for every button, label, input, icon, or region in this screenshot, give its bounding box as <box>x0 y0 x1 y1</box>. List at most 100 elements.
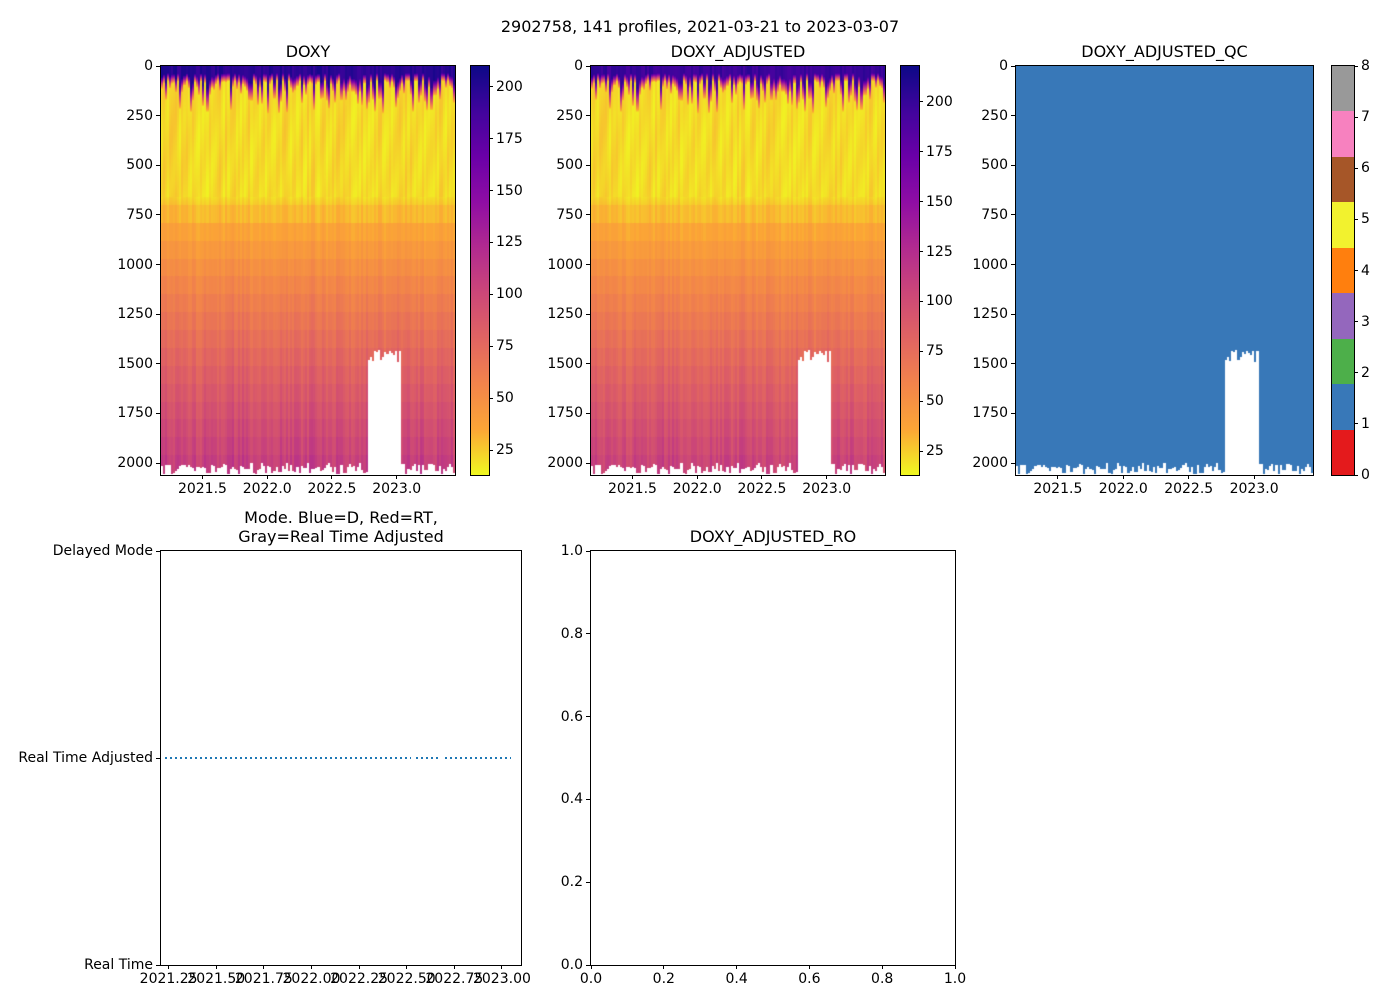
tick-mark <box>586 214 590 216</box>
tick-label: 1.0 <box>943 971 967 987</box>
tick-mark <box>453 965 455 969</box>
tick-label: 0.8 <box>560 625 583 642</box>
tick-label: 75 <box>496 338 514 355</box>
tick-mark <box>1354 116 1358 118</box>
tick-label: 2022.25 <box>330 971 389 987</box>
doxy-heatmap <box>161 66 455 475</box>
tick-label: 0.2 <box>652 971 675 987</box>
qc-colorbar-segment <box>1332 111 1354 157</box>
tick-mark <box>919 251 923 253</box>
mode-line-segment <box>416 757 440 759</box>
tick-mark <box>1354 423 1358 425</box>
tick-label: 2023.0 <box>372 481 422 497</box>
tick-label: 2022.0 <box>672 481 722 497</box>
tick-mark <box>881 965 883 969</box>
tick-mark <box>489 241 493 243</box>
tick-mark <box>156 115 160 117</box>
tick-mark <box>586 964 590 966</box>
tick-mark <box>266 475 268 479</box>
tick-mark <box>489 86 493 88</box>
panel-mode: Mode. Blue=D, Red=RT, Gray=Real Time Adj… <box>18 508 531 987</box>
tick-mark <box>1011 214 1015 216</box>
tick-mark <box>1011 115 1015 117</box>
tick-mark <box>1354 372 1358 374</box>
tick-mark <box>156 65 160 67</box>
tick-mark <box>201 475 203 479</box>
tick-label: 2022.00 <box>282 971 341 987</box>
tick-label: 250 <box>556 107 583 124</box>
tick-mark <box>1354 270 1358 271</box>
tick-label: 2021.75 <box>234 971 293 987</box>
qc-colorbar: 0 1 2 3 4 5 6 7 8 <box>1331 58 1370 483</box>
tick-mark <box>808 965 810 969</box>
tick-mark <box>156 757 160 759</box>
tick-label: 6 <box>1361 160 1370 177</box>
tick-label: 0.0 <box>560 957 583 973</box>
tick-label: 2023.00 <box>472 971 531 987</box>
tick-label: 1750 <box>972 405 1008 422</box>
tick-mark <box>631 475 633 479</box>
tick-label: 2021.25 <box>139 971 198 987</box>
tick-mark <box>156 164 160 166</box>
tick-mark <box>1354 321 1358 323</box>
tick-label: 0 <box>999 58 1008 74</box>
tick-label: 1000 <box>972 256 1008 273</box>
tick-mark <box>263 965 265 969</box>
tick-label: 1250 <box>547 306 583 323</box>
tick-mark <box>826 475 828 479</box>
tick-mark <box>919 450 923 452</box>
doxy-colorbar: 25 50 75 100 125 150 175 200 <box>470 65 523 476</box>
tick-mark <box>1354 218 1358 220</box>
tick-mark <box>586 881 590 883</box>
tick-mark <box>586 115 590 117</box>
tick-label: 2022.0 <box>242 481 292 497</box>
tick-mark <box>406 965 408 969</box>
tick-mark <box>1188 475 1190 479</box>
tick-mark <box>156 313 160 315</box>
tick-label: 2021.5 <box>1033 481 1083 497</box>
tick-mark <box>156 462 160 464</box>
tick-label: Delayed Mode <box>52 543 153 559</box>
tick-label: 0.6 <box>798 971 821 987</box>
tick-mark <box>586 164 590 166</box>
tick-label: 0.4 <box>725 971 748 987</box>
doxy-adjusted-qc-heatmap <box>1016 66 1313 475</box>
tick-mark <box>1354 65 1358 67</box>
tick-label: 2022.75 <box>425 971 484 987</box>
qc-colorbar-segment <box>1332 384 1354 430</box>
tick-mark <box>954 965 956 969</box>
tick-label: 7 <box>1361 109 1370 126</box>
tick-label: 100 <box>926 293 953 310</box>
panel-doxy-adjusted-qc: DOXY_ADJUSTED_QC 2021.5 2022.0 2022.5 2023.… <box>972 42 1314 497</box>
tick-label: 100 <box>496 286 523 303</box>
tick-mark <box>310 965 312 969</box>
tick-label: 750 <box>981 206 1008 223</box>
tick-label: 750 <box>126 206 153 223</box>
tick-label: 1 <box>1361 415 1370 432</box>
tick-mark <box>586 550 590 552</box>
tick-label: 25 <box>496 442 514 459</box>
tick-label: 2000 <box>547 455 583 472</box>
tick-label: 500 <box>126 157 153 174</box>
qc-colorbar-segment <box>1332 156 1354 203</box>
tick-label: 0 <box>1361 467 1370 483</box>
tick-mark <box>586 633 590 635</box>
tick-label: 2021.5 <box>177 481 227 497</box>
tick-mark <box>156 550 160 552</box>
tick-mark <box>919 350 923 352</box>
qc-colorbar-segment <box>1332 293 1354 339</box>
tick-mark <box>736 965 738 969</box>
mode-line-segment <box>164 757 411 759</box>
tick-mark <box>1354 167 1358 169</box>
tick-label: 0 <box>144 58 153 74</box>
tick-label: 200 <box>926 93 953 110</box>
qc-colorbar-segment <box>1332 429 1354 475</box>
tick-label: 1500 <box>547 355 583 372</box>
tick-label: 1000 <box>547 256 583 273</box>
tick-mark <box>156 264 160 266</box>
tick-mark <box>586 798 590 800</box>
tick-label: Real Time Adjusted <box>18 750 153 766</box>
tick-label: 1250 <box>117 306 153 323</box>
tick-mark <box>586 65 590 67</box>
tick-label: 175 <box>926 143 953 160</box>
